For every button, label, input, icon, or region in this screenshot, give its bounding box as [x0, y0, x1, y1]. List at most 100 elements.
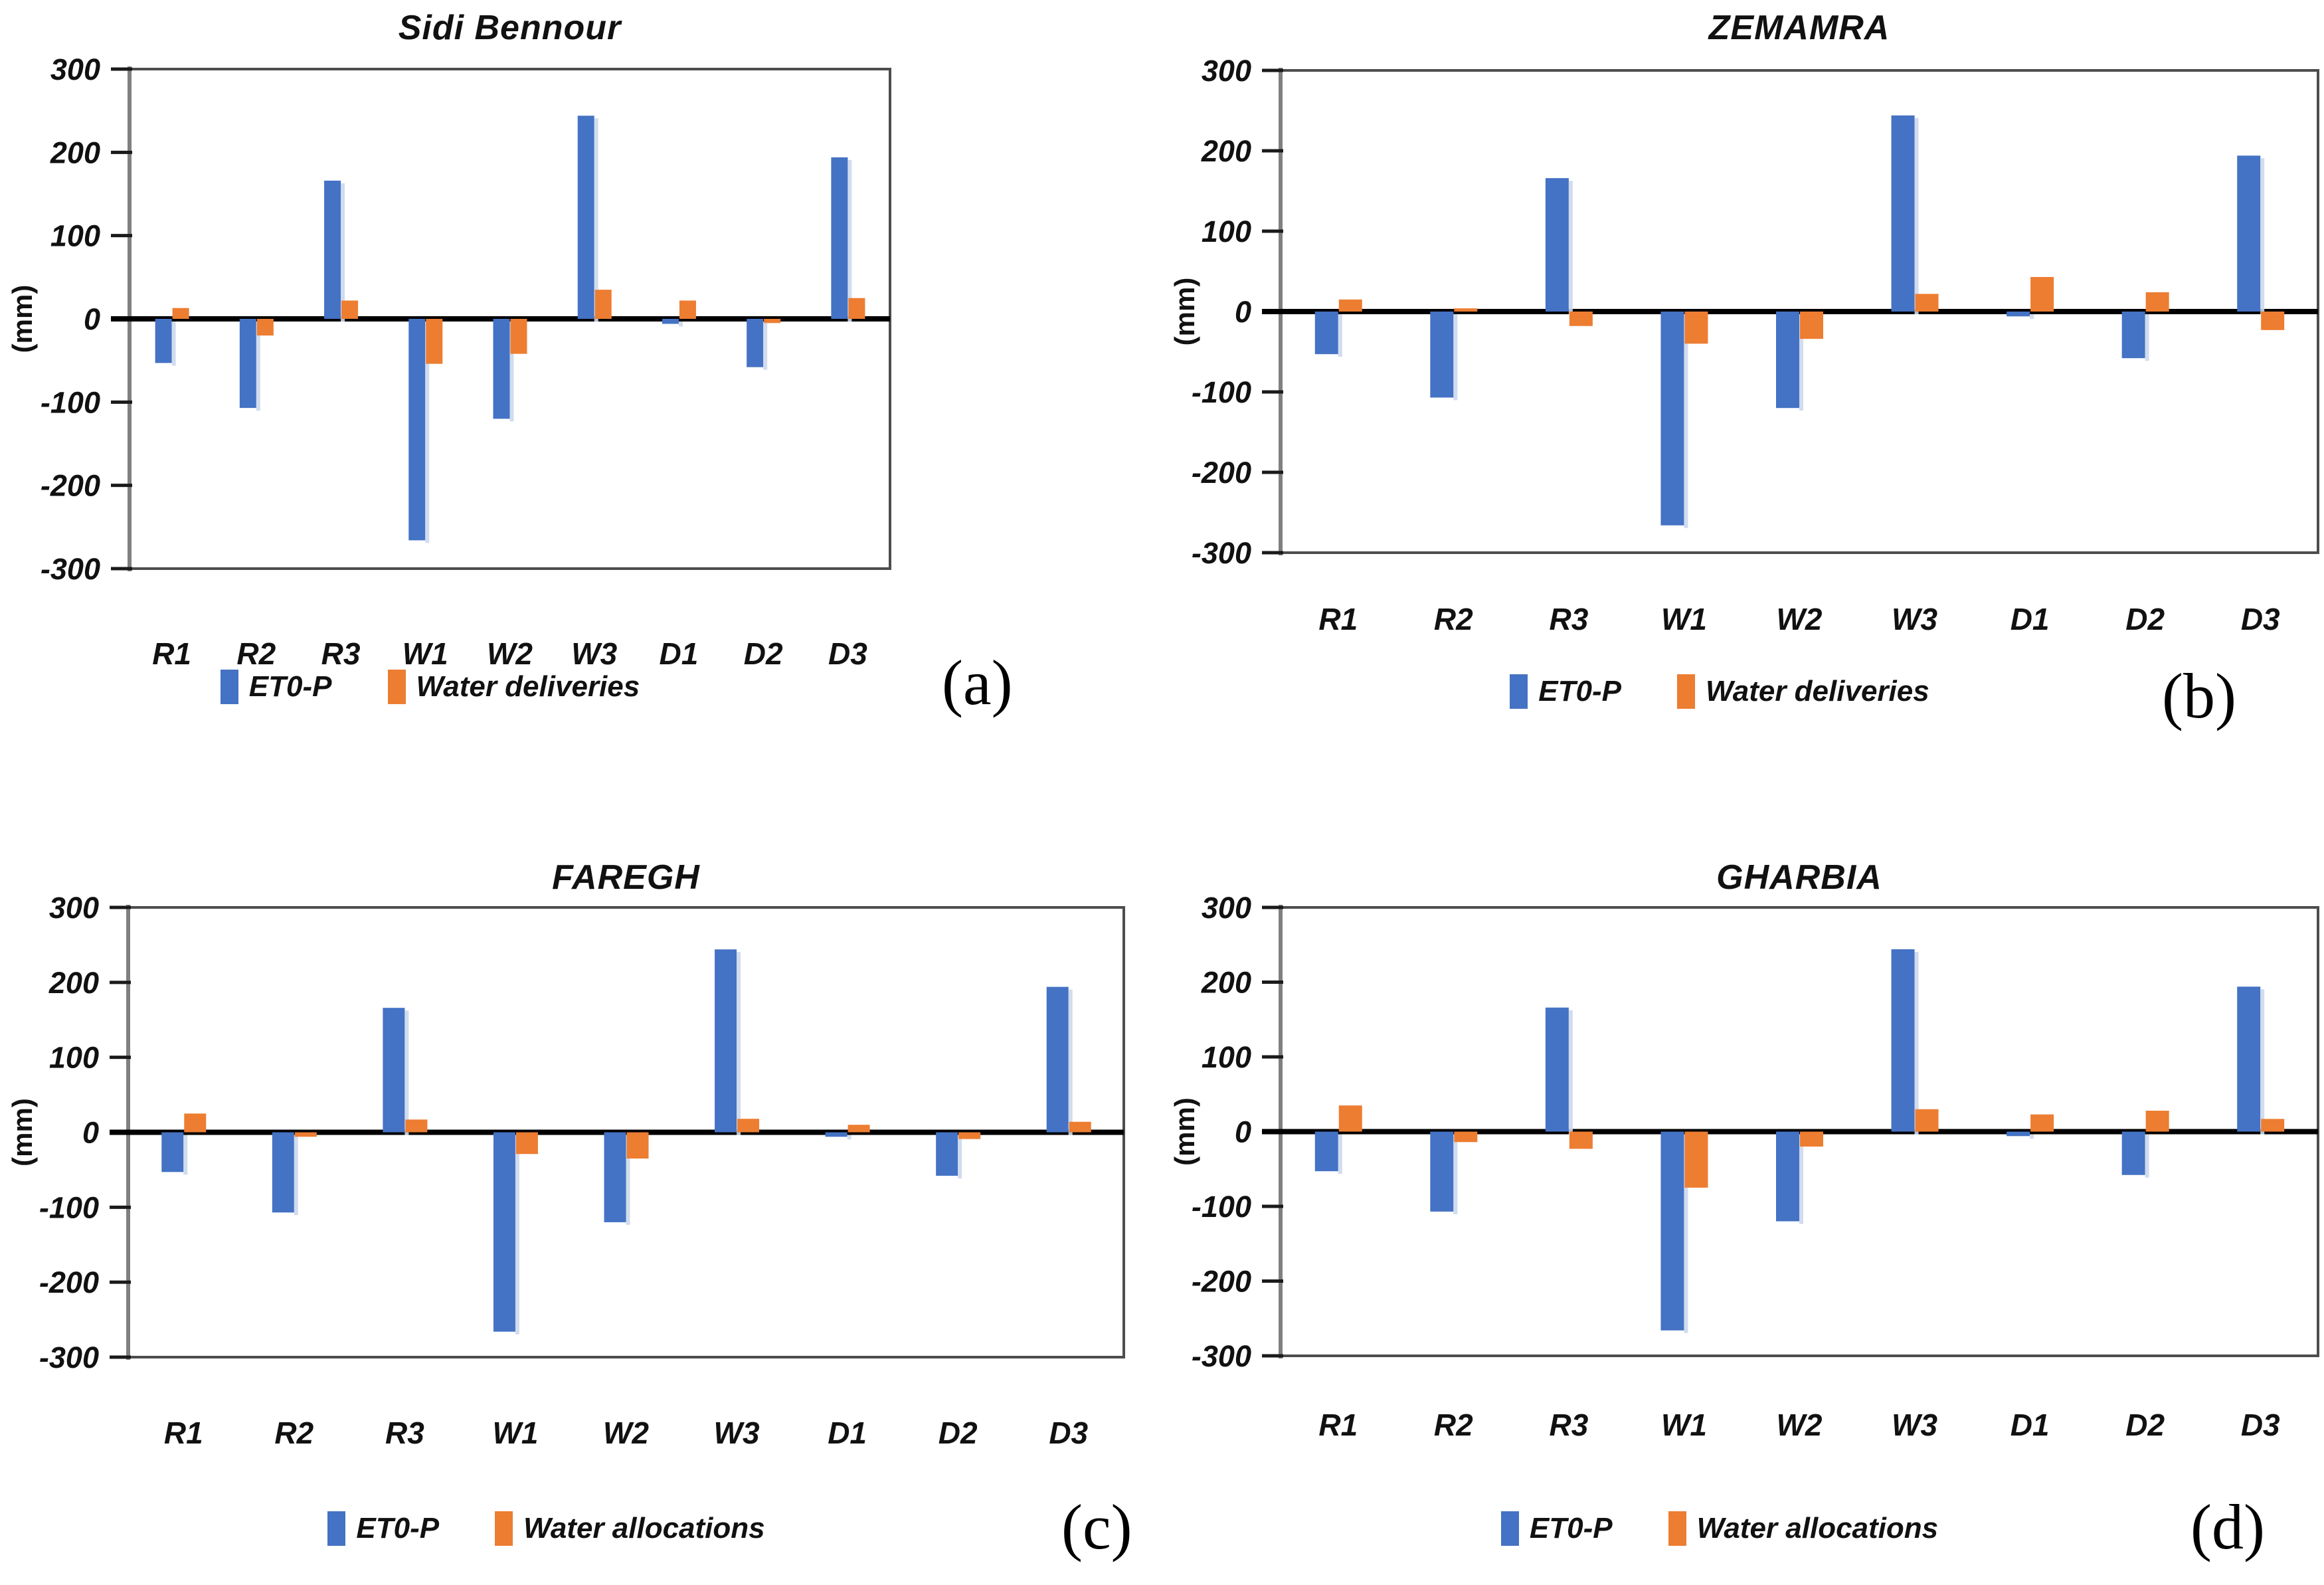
x-tick-label: W3 [571, 636, 617, 671]
bar-water-W1 [1684, 1131, 1708, 1188]
y-tick-label: 0 [1235, 295, 1251, 329]
bar-water-R3 [405, 1119, 428, 1133]
bar-shadow [763, 322, 768, 370]
bar-shadow [737, 952, 741, 1135]
bar-chart-b: 300 200 100 0 -100 -200 -300 R1 R2 R3 W1 W2 W3 D1 D2 D3… [1169, 54, 2319, 636]
bar-water-W1 [1684, 312, 1708, 344]
bar-shadow [1914, 952, 1919, 1135]
x-tick-label: R3 [1549, 602, 1588, 636]
bar-et0p-W2 [604, 1132, 626, 1222]
bar-shadow [2145, 1134, 2149, 1178]
legend-swatch-orange [495, 1511, 513, 1546]
bar-shadow [2030, 1134, 2034, 1139]
y-tick-label: 300 [50, 52, 100, 86]
legend-c: ET0-P Water allocations [128, 1511, 964, 1546]
legend-swatch-orange [1668, 1511, 1686, 1546]
bar-shadow [847, 1135, 851, 1140]
bar-shadow [515, 1135, 519, 1335]
y-axis-title: (mm) [7, 1098, 38, 1166]
y-tick-label: 0 [1235, 1115, 1251, 1149]
bar-water-R2 [1454, 308, 1478, 312]
chart-title-b: ZEMAMRA [1708, 9, 1890, 47]
bar-et0p-D2 [2121, 1131, 2145, 1175]
bar-shadow [425, 322, 430, 543]
x-tick-label: R3 [385, 1416, 424, 1450]
bar-et0p-W1 [408, 319, 426, 541]
y-tick-label: -300 [1192, 536, 1251, 570]
legend-swatch-orange [387, 670, 406, 704]
x-tick-label: W1 [402, 636, 448, 671]
bar-et0p-R1 [1314, 1131, 1338, 1172]
bar-water-W3 [1915, 294, 1939, 312]
bar-chart-d: 300 200 100 0 -100 -200 -300 R1 R2 R3 W1 W2 W3 D1 D2 D3… [1169, 891, 2319, 1442]
x-tick-label: R3 [1549, 1408, 1588, 1442]
bar-et0p-R3 [1545, 1007, 1569, 1132]
legend-a: ET0-P Water deliveries [130, 670, 731, 704]
bar-water-R1 [172, 308, 189, 319]
legend-item-water: Water allocations [495, 1511, 765, 1546]
x-tick-label: W2 [603, 1416, 649, 1450]
bar-water-W3 [737, 1119, 760, 1133]
x-tick-label: D2 [2125, 1408, 2165, 1442]
x-tick-label: W2 [487, 636, 533, 671]
bar-et0p-D3 [2237, 155, 2261, 312]
y-tick-label: -100 [39, 1190, 99, 1224]
y-tick-label: -300 [1192, 1339, 1251, 1373]
x-tick-label: R2 [1434, 602, 1473, 636]
bar-shadow [848, 159, 852, 322]
bar-water-R2 [1454, 1131, 1478, 1143]
bar-water-R3 [1569, 312, 1593, 326]
bar-water-R3 [341, 300, 359, 319]
legend-label-et0p: ET0-P [356, 1512, 440, 1544]
x-tick-label: R1 [1318, 1408, 1358, 1442]
bar-water-D3 [1069, 1121, 1091, 1133]
x-tick-label: R2 [1434, 1408, 1473, 1442]
bar-water-D2 [2145, 292, 2169, 312]
y-tick-label: -100 [1192, 375, 1251, 409]
bar-shadow [2260, 158, 2265, 314]
bar-et0p-R3 [383, 1008, 405, 1133]
x-tick-label: D1 [2011, 1408, 2050, 1442]
legend-item-water: Water allocations [1668, 1511, 1938, 1546]
bar-et0p-W3 [1891, 949, 1915, 1132]
x-tick-label: D3 [2241, 1408, 2280, 1442]
bar-water-D1 [2030, 276, 2054, 312]
bar-et0p-W1 [493, 1132, 515, 1332]
bar-water-D2 [2145, 1111, 2169, 1132]
legend-label-et0p: ET0-P [248, 670, 332, 703]
x-tick-label: R1 [164, 1416, 203, 1450]
bar-shadow [183, 1135, 188, 1175]
y-tick-label: -200 [1192, 456, 1251, 490]
bar-et0p-R3 [1545, 178, 1569, 312]
bar-shadow [294, 1135, 298, 1216]
y-axis-title: (mm) [1169, 1097, 1200, 1166]
y-tick-label: 100 [49, 1041, 99, 1075]
bar-et0p-D1 [2007, 312, 2030, 317]
bar-shadow [1684, 314, 1688, 528]
bar-et0p-W1 [1660, 1131, 1684, 1331]
legend-label-water: Water deliveries [416, 670, 640, 703]
bar-water-D3 [2261, 312, 2285, 330]
legend-item-water: Water deliveries [1677, 674, 1929, 709]
bar-chart-c: 300 200 100 0 -100 -200 -300 R1 R2 R3 W1 W2 W3 D1 D2 D3… [7, 891, 1125, 1450]
bar-et0p-D1 [825, 1132, 848, 1137]
y-tick-label: -300 [41, 552, 100, 586]
panel-b: ZEMAMRA 300 200 100 0 -100 -200 -300 R1 R2 R3 W1 W2… [1162, 0, 2324, 792]
legend-swatch-orange [1677, 674, 1695, 709]
y-tick-label: -200 [41, 469, 100, 503]
x-tick-label: D3 [828, 636, 867, 671]
bar-et0p-D2 [747, 319, 764, 367]
bar-shadow [256, 322, 260, 411]
bar-shadow [1453, 1134, 1458, 1214]
bar-water-D3 [2261, 1119, 2285, 1132]
x-tick-label: D3 [1049, 1416, 1088, 1450]
chart-title-a: Sidi Bennour [398, 9, 622, 47]
bar-et0p-W2 [1776, 312, 1799, 409]
legend-item-et0p: ET0-P [1510, 674, 1621, 709]
y-tick-label: -200 [39, 1265, 99, 1299]
bar-et0p-D3 [831, 157, 848, 319]
y-tick-label: -100 [1192, 1190, 1251, 1224]
bar-water-D3 [848, 298, 865, 319]
legend-b: ET0-P Water deliveries [1281, 674, 2159, 709]
x-tick-label: D1 [660, 636, 699, 671]
